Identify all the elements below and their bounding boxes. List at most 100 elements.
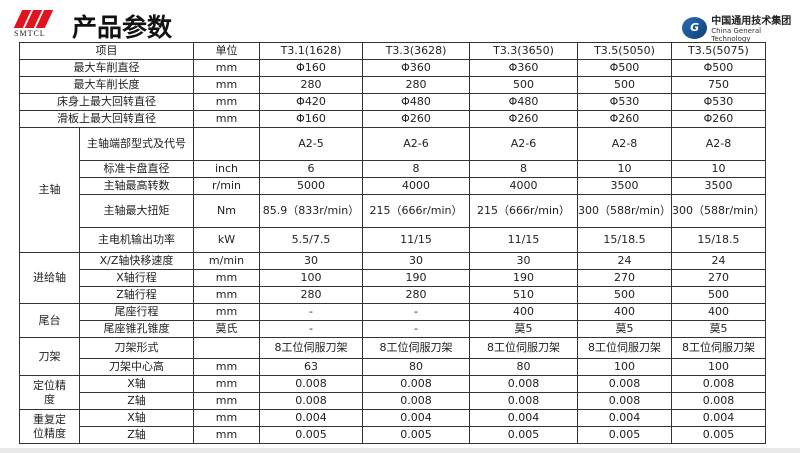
table-row: 主轴最大扭矩 Nm 85.9（833r/min） 215（666r/min） 215（6…: [20, 194, 766, 228]
value-cell: Φ530: [577, 93, 672, 111]
unit-cell: [193, 127, 260, 161]
unit-cell: kW: [193, 227, 260, 253]
value-cell: Φ480: [362, 93, 470, 111]
table-row: 最大车削长度 mm 280 280 500 500 750: [19, 76, 766, 94]
value-cell: 5.5/7.5: [259, 227, 363, 253]
group-cell: 定位精度: [19, 375, 80, 410]
value-cell: 100: [670, 358, 766, 376]
value-cell: 5000: [259, 177, 363, 195]
value-cell: 莫5: [469, 320, 578, 338]
value-cell: 100: [259, 269, 363, 287]
table-row: 尾座锥孔锥度 莫氏 - - 莫5 莫5 莫5: [20, 320, 766, 338]
unit-cell: mm: [193, 303, 260, 321]
table-row: 床身上最大回转直径 mm Φ420 Φ480 Φ480 Φ530 Φ530: [19, 93, 766, 111]
group-cell: 尾台: [19, 303, 80, 338]
value-cell: 500: [469, 76, 578, 94]
unit-cell: mm: [193, 375, 260, 393]
value-cell: 80: [362, 358, 470, 376]
value-cell: 15/18.5: [577, 227, 672, 253]
unit-cell: mm: [193, 76, 260, 94]
value-cell: 8工位伺服刀架: [577, 337, 672, 359]
group-cell: 重复定位精度: [19, 409, 80, 444]
table-row: 最大车削直径 mm Φ160 Φ360 Φ360 Φ500 Φ500: [19, 59, 766, 77]
item-cell: 刀架中心高: [79, 358, 194, 376]
group-cell: 主轴: [19, 127, 80, 253]
item-cell: 主轴最高转数: [79, 177, 194, 195]
unit-cell: mm: [193, 358, 260, 376]
logo-text: SMTCL: [14, 29, 46, 38]
unit-cell: r/min: [193, 177, 260, 195]
table-row: Z轴 mm 0.005 0.005 0.005 0.005 0.005: [20, 426, 766, 444]
unit-cell: mm: [193, 59, 260, 77]
value-cell: Φ260: [362, 110, 470, 128]
value-cell: 0.004: [362, 409, 470, 427]
value-cell: A2-5: [259, 127, 363, 161]
group-cell: 进给轴: [19, 252, 80, 304]
value-cell: 280: [362, 76, 470, 94]
table-row: 主轴最高转数 r/min 5000 4000 4000 3500 3500: [20, 177, 766, 195]
column-header: T3.5(5050): [577, 42, 672, 60]
value-cell: -: [362, 320, 470, 338]
value-cell: 63: [259, 358, 363, 376]
partner-name-en: China General Technology: [711, 27, 762, 43]
value-cell: 215（666r/min）: [362, 194, 470, 228]
value-cell: 莫5: [670, 320, 766, 338]
table-row: Z轴行程 mm 280 280 510 500 500: [20, 286, 766, 304]
value-cell: Φ260: [670, 110, 766, 128]
value-cell: -: [259, 320, 363, 338]
value-cell: -: [362, 303, 470, 321]
item-cell: 尾座行程: [79, 303, 194, 321]
value-cell: 270: [670, 269, 766, 287]
table-row: 定位精度 X轴 mm 0.008 0.008 0.008 0.008 0.008: [19, 375, 766, 410]
value-cell: Φ530: [670, 93, 766, 111]
unit-cell: inch: [193, 160, 260, 178]
value-cell: 0.008: [362, 375, 470, 393]
footer-band: [0, 448, 800, 453]
smtcl-logo: SMTCL: [13, 10, 62, 40]
table-row: 尾台 尾座行程 mm - -400 400 400: [19, 303, 766, 338]
item-cell: 主轴最大扭矩: [79, 194, 194, 228]
table-row: 进给轴 X/Z轴快移速度 m/min 30 30 30 24 24: [19, 252, 766, 304]
value-cell: 0.008: [577, 375, 672, 393]
item-cell: 刀架形式: [79, 337, 194, 359]
item-cell: Z轴: [79, 426, 194, 444]
value-cell: Φ360: [469, 59, 578, 77]
value-cell: 0.008: [577, 392, 672, 410]
unit-cell: mm: [193, 110, 260, 128]
value-cell: Φ420: [259, 93, 363, 111]
value-cell: 0.008: [469, 392, 578, 410]
item-cell: X/Z轴快移速度: [79, 252, 194, 270]
value-cell: 30: [259, 252, 363, 270]
unit-cell: m/min: [193, 252, 260, 270]
item-cell: 标准卡盘直径: [79, 160, 194, 178]
value-cell: 4000: [469, 177, 578, 195]
value-cell: 0.004: [577, 409, 672, 427]
value-cell: 24: [577, 252, 672, 270]
item-cell: X轴: [79, 375, 194, 393]
value-cell: 3500: [670, 177, 766, 195]
column-header: 项目: [19, 42, 194, 60]
value-cell: Φ260: [577, 110, 672, 128]
value-cell: Φ260: [469, 110, 578, 128]
value-cell: Φ500: [577, 59, 672, 77]
value-cell: 8: [469, 160, 578, 178]
value-cell: A2-6: [362, 127, 470, 161]
unit-cell: mm: [193, 392, 260, 410]
column-header: T3.1(1628): [259, 42, 363, 60]
unit-cell: mm: [193, 286, 260, 304]
cg-logo-icon: G: [682, 16, 708, 39]
item-cell: Z轴行程: [79, 286, 194, 304]
group-cell: 刀架: [19, 337, 80, 376]
table-row: 刀架中心高 mm 63 80 80 100 100: [20, 358, 766, 376]
item-cell: 最大车削直径: [19, 59, 194, 77]
partner-name-cn: 中国通用技术集团: [711, 16, 792, 27]
value-cell: A2-8: [670, 127, 766, 161]
value-cell: 30: [362, 252, 470, 270]
unit-cell: Nm: [193, 194, 260, 228]
item-cell: Z轴: [79, 392, 194, 410]
value-cell: 750: [670, 76, 766, 94]
value-cell: 190: [362, 269, 470, 287]
value-cell: 280: [259, 76, 363, 94]
partner-logo: G 中国通用技术集团 China General Technology: [682, 12, 800, 43]
unit-cell: mm: [193, 426, 260, 444]
